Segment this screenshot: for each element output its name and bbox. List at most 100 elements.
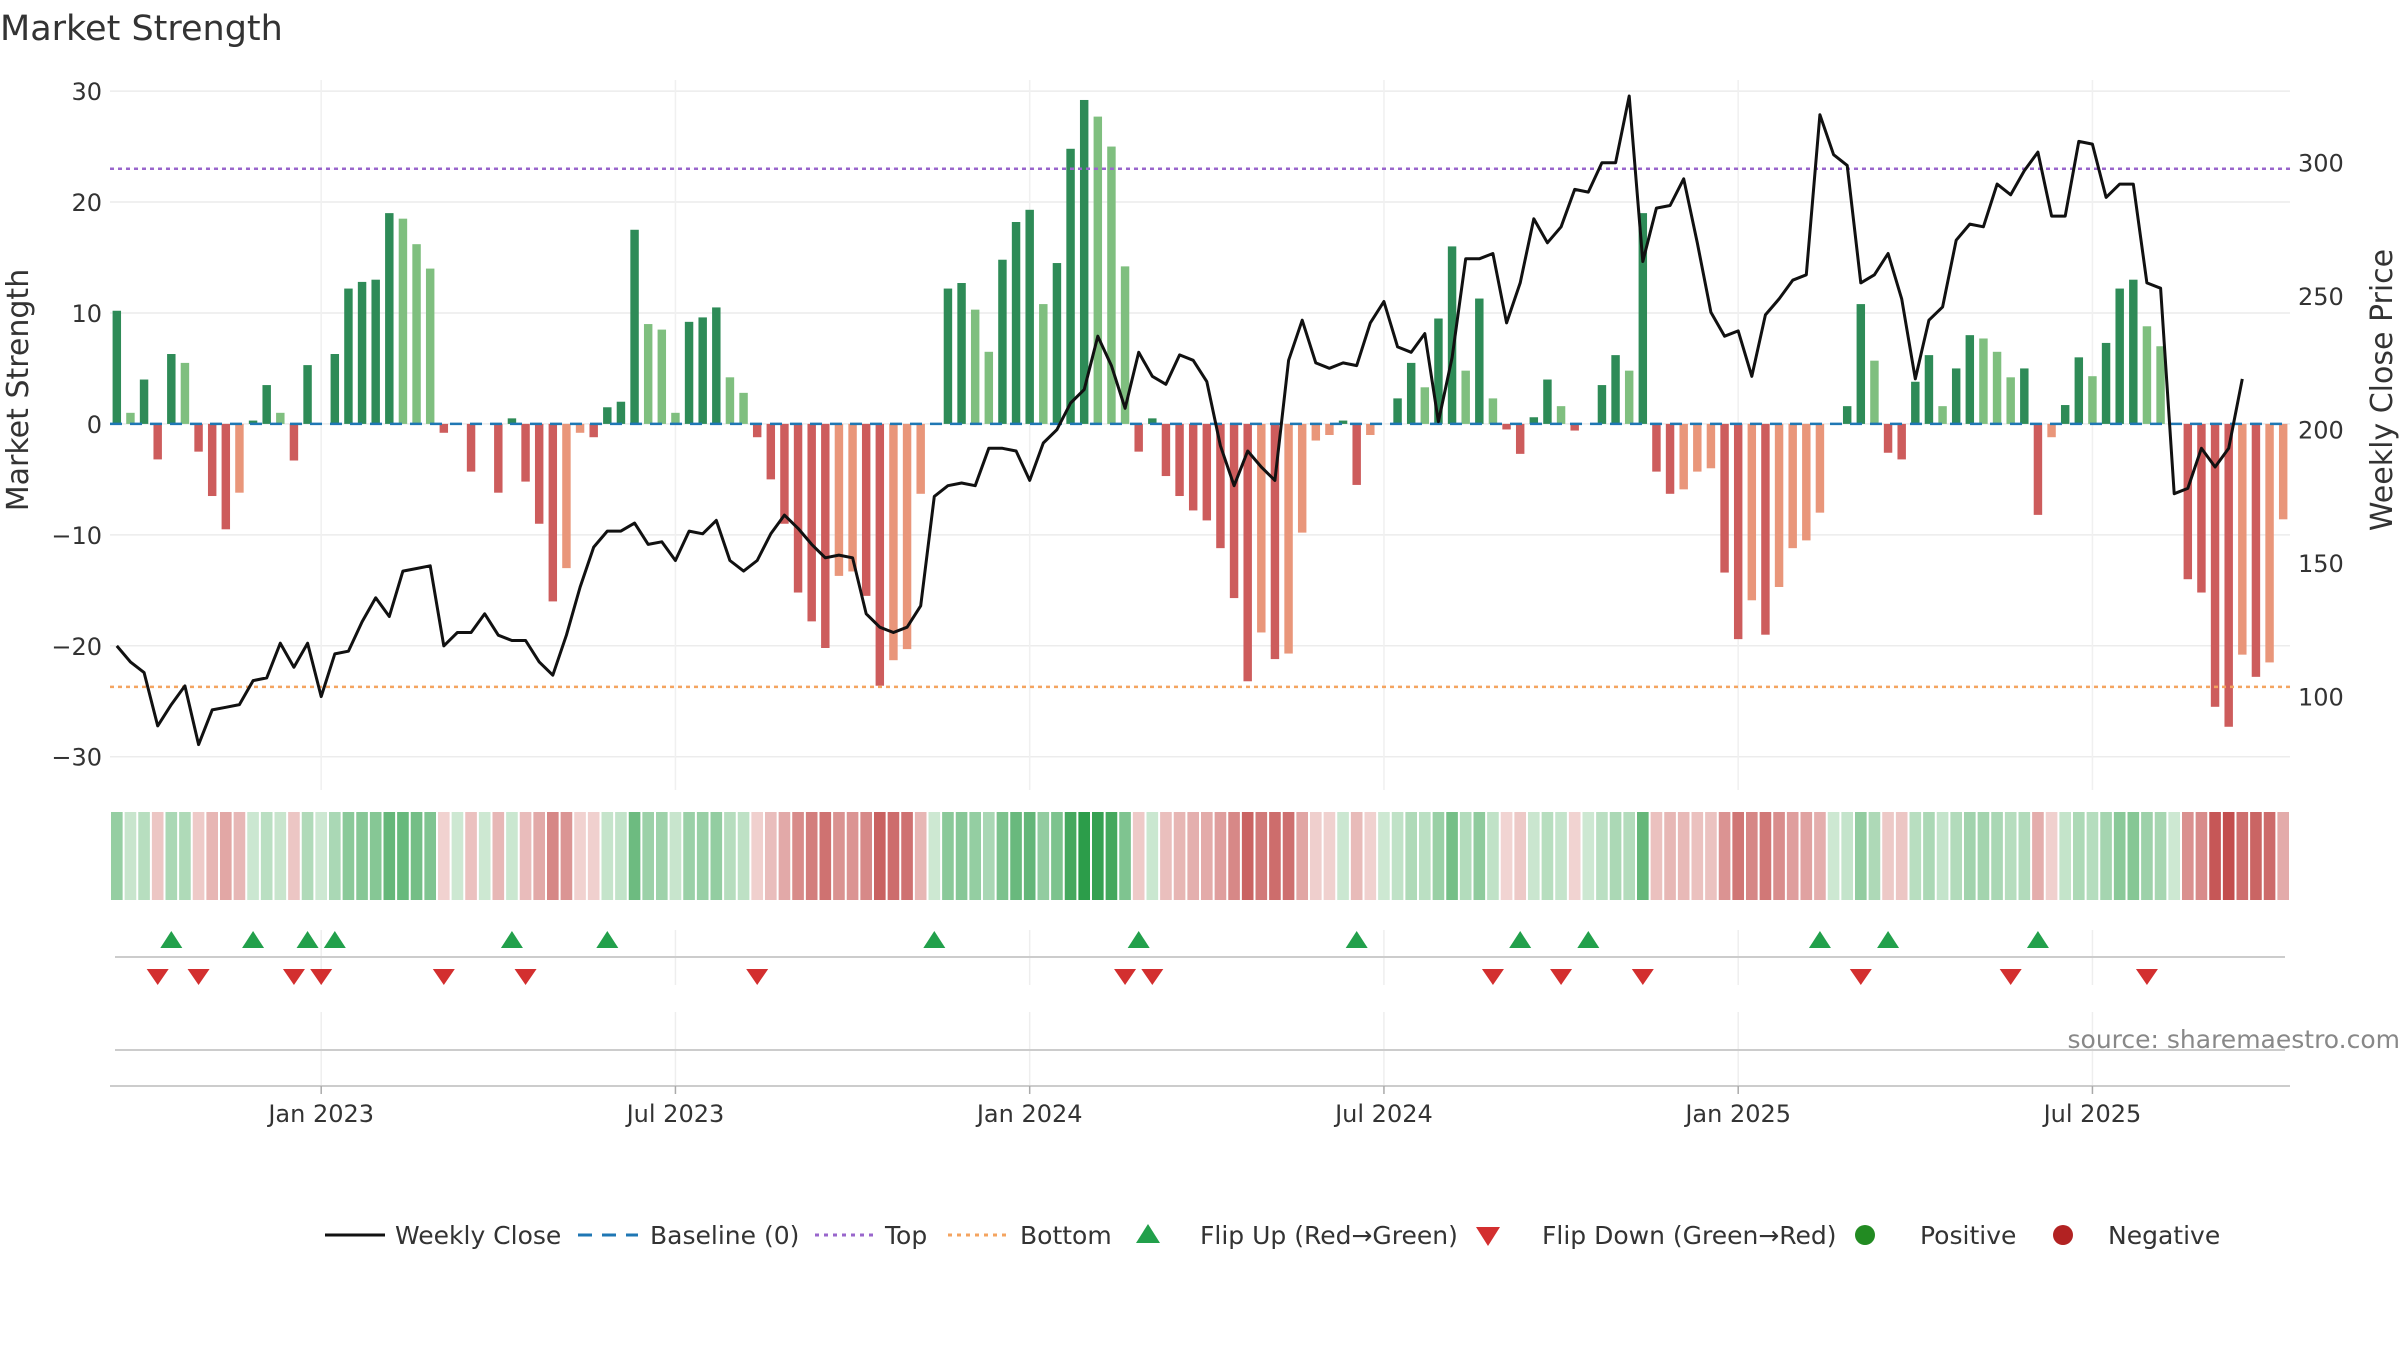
strength-bar-36 — [603, 407, 612, 424]
heat-cell-69 — [1051, 812, 1063, 900]
strength-bar-14 — [303, 365, 312, 424]
heat-cell-151 — [2168, 812, 2180, 900]
strength-bar-54 — [848, 423, 857, 572]
heat-cell-153 — [2195, 812, 2208, 900]
heat-cell-28 — [492, 812, 505, 900]
flip-down-marker-10 — [1550, 969, 1573, 985]
strength-bar-119 — [1733, 423, 1743, 640]
heat-cell-60 — [928, 812, 941, 900]
strength-bar-0 — [112, 310, 122, 424]
heat-cell-46 — [737, 812, 750, 900]
heat-cell-98 — [1446, 812, 1458, 900]
strength-bar-28 — [494, 423, 503, 493]
strength-bar-158 — [2265, 423, 2274, 663]
strength-bar-2 — [139, 379, 149, 424]
strength-bar-90 — [1338, 420, 1348, 424]
strength-bar-44 — [712, 307, 721, 424]
y-tick-label-1: 20 — [71, 189, 102, 217]
strength-bar-63 — [970, 309, 980, 424]
heat-cell-24 — [438, 812, 450, 900]
heat-cell-48 — [765, 812, 777, 900]
heat-cell-112 — [1637, 812, 1649, 900]
heat-cell-118 — [1718, 812, 1731, 900]
heat-cell-83 — [1241, 812, 1254, 900]
heat-cell-14 — [301, 812, 314, 900]
strength-bar-73 — [1107, 146, 1116, 424]
heat-cell-73 — [1105, 812, 1118, 900]
strength-bar-123 — [1788, 423, 1797, 549]
heat-cell-56 — [874, 812, 886, 900]
weekly-close-line — [115, 94, 2244, 747]
strength-bar-57 — [889, 423, 898, 661]
source-text: source: sharemaestro.com — [2068, 1025, 2400, 1054]
strength-bar-66 — [1011, 222, 1021, 424]
heat-cell-1 — [124, 812, 137, 900]
heat-cell-94 — [1391, 812, 1404, 900]
heat-cell-134 — [1936, 812, 1949, 900]
strength-bar-115 — [1679, 423, 1688, 490]
flip-up-marker-6 — [923, 931, 946, 948]
strength-bar-74 — [1120, 266, 1130, 424]
strength-bar-24 — [439, 423, 449, 433]
heat-cell-139 — [2004, 812, 2017, 900]
heat-cell-10 — [247, 812, 259, 900]
strength-bar-32 — [548, 423, 558, 602]
strength-bar-83 — [1243, 423, 1252, 682]
strength-bar-124 — [1802, 423, 1811, 541]
flip-up-marker-13 — [2026, 931, 2049, 948]
heat-cell-141 — [2032, 812, 2044, 900]
flip-down-marker-14 — [2135, 969, 2158, 985]
y2-axis-label: Weekly Close Price — [2365, 249, 2400, 531]
strength-bar-106 — [1556, 406, 1566, 424]
flip-down-marker-8 — [1141, 969, 1164, 985]
strength-bar-35 — [589, 423, 598, 438]
heat-cell-26 — [465, 812, 477, 900]
heat-cell-29 — [506, 812, 518, 900]
flip-down-marker-13 — [1999, 969, 2022, 985]
strength-bar-128 — [1856, 304, 1866, 424]
heat-cell-54 — [846, 812, 859, 900]
heat-cell-45 — [724, 812, 736, 900]
strength-bar-113 — [1652, 423, 1661, 472]
heat-cell-70 — [1064, 812, 1077, 900]
strength-bar-5 — [180, 362, 190, 424]
strength-bar-39 — [643, 324, 653, 424]
heat-cell-72 — [1092, 812, 1104, 900]
strength-bar-4 — [167, 354, 176, 424]
strength-bar-17 — [344, 288, 353, 424]
flip-up-marker-0 — [160, 931, 183, 948]
heat-cell-101 — [1487, 812, 1499, 900]
strength-bar-105 — [1543, 379, 1552, 424]
strength-bar-150 — [2156, 346, 2165, 424]
y-tick-label-4: −10 — [51, 522, 102, 550]
heat-cell-159 — [2277, 812, 2289, 900]
strength-bar-58 — [902, 423, 912, 650]
legend-label-5: Flip Down (Green→Red) — [1542, 1221, 1837, 1250]
heat-cell-103 — [1514, 812, 1526, 900]
strength-bar-40 — [657, 329, 667, 424]
strength-bar-141 — [2033, 423, 2043, 515]
flip-up-marker-3 — [323, 931, 346, 948]
y2-tick-label-4: 100 — [2298, 684, 2344, 712]
strength-bar-91 — [1352, 423, 1361, 485]
heat-cell-104 — [1528, 812, 1540, 900]
strength-bar-56 — [875, 423, 885, 686]
heat-cell-137 — [1977, 812, 1990, 900]
strength-bar-10 — [248, 420, 258, 424]
strength-bar-50 — [793, 423, 803, 593]
strength-bar-98 — [1447, 246, 1457, 424]
strength-bar-85 — [1270, 423, 1280, 660]
heat-cell-132 — [1909, 812, 1922, 900]
heat-cell-19 — [369, 812, 382, 900]
heat-cell-2 — [138, 812, 150, 900]
heat-cell-38 — [628, 812, 641, 900]
heat-cell-71 — [1078, 812, 1090, 900]
strength-bar-145 — [2088, 376, 2097, 424]
heat-cell-75 — [1132, 812, 1145, 900]
heat-cell-92 — [1364, 812, 1377, 900]
heat-cell-8 — [220, 812, 232, 900]
strength-bar-70 — [1066, 148, 1075, 424]
strength-bar-69 — [1052, 263, 1062, 424]
strength-bar-86 — [1284, 423, 1293, 654]
